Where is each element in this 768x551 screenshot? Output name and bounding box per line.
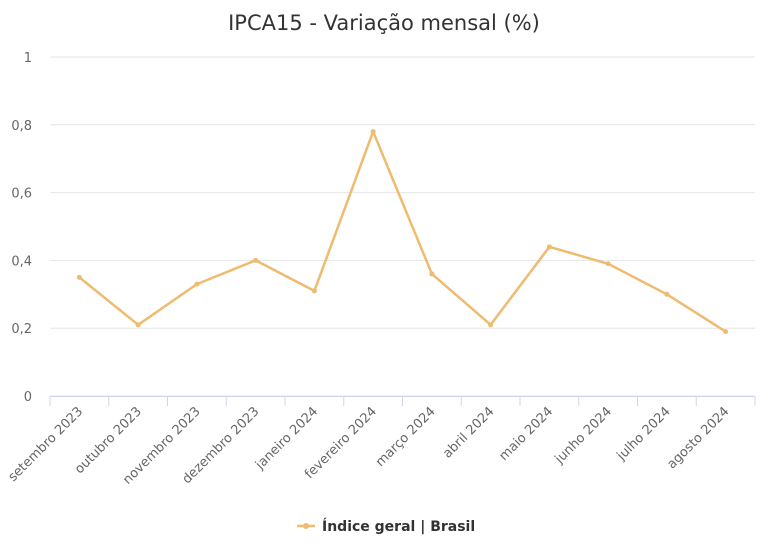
series-line xyxy=(78,130,727,333)
y-tick-label: 0,6 xyxy=(11,187,32,202)
data-point xyxy=(194,281,200,287)
data-point xyxy=(76,274,82,280)
data-point xyxy=(488,322,494,328)
data-point xyxy=(546,244,552,250)
data-point xyxy=(311,288,317,294)
chart-title: IPCA15 - Variação mensal (%) xyxy=(228,11,540,35)
y-tick-label: 0,4 xyxy=(11,254,32,269)
x-tick-label: junho 2024 xyxy=(552,404,615,467)
x-tick-label: agosto 2024 xyxy=(664,404,732,472)
data-point xyxy=(253,257,259,263)
y-tick-label: 0,2 xyxy=(11,322,32,337)
legend-label: Índice geral | Brasil xyxy=(322,518,475,535)
data-point xyxy=(429,271,435,277)
x-tick-label: julho 2024 xyxy=(614,404,674,464)
legend-marker xyxy=(303,523,309,529)
data-point xyxy=(664,291,670,297)
y-tick-label: 1 xyxy=(24,51,32,66)
x-tick-label: setembro 2023 xyxy=(6,404,87,485)
y-tick-label: 0,8 xyxy=(11,119,32,134)
data-point xyxy=(135,322,141,328)
data-point xyxy=(605,261,611,267)
x-tick-label: março 2024 xyxy=(373,404,439,470)
y-tick-label: 0 xyxy=(24,390,32,405)
x-tick-label: abril 2024 xyxy=(440,404,497,461)
data-point xyxy=(370,129,376,135)
data-point xyxy=(723,329,729,335)
x-tick-label: maio 2024 xyxy=(497,404,557,464)
